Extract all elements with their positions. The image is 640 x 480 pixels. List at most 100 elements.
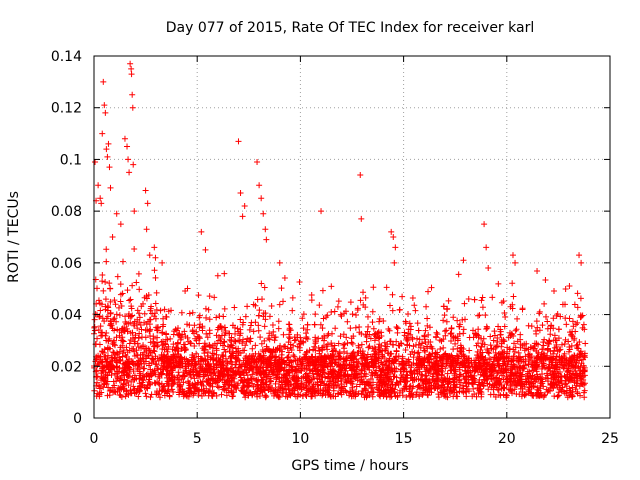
data-point — [456, 323, 463, 330]
data-point — [306, 347, 313, 354]
data-point — [135, 270, 142, 277]
data-point — [478, 335, 485, 342]
data-point — [224, 385, 231, 392]
data-point — [426, 324, 433, 331]
data-point — [403, 393, 410, 400]
data-point — [285, 349, 292, 356]
data-point — [330, 347, 337, 354]
y-tick-label: 0.14 — [51, 49, 82, 65]
data-point — [311, 388, 318, 395]
data-point — [235, 380, 242, 387]
data-point — [442, 332, 449, 339]
data-point — [159, 323, 166, 330]
data-point — [177, 336, 184, 343]
data-point — [237, 374, 244, 381]
data-point — [125, 156, 132, 163]
data-point — [151, 267, 158, 274]
data-point — [154, 365, 161, 372]
data-point — [220, 313, 227, 320]
data-point — [435, 391, 442, 398]
data-point — [572, 386, 579, 393]
data-point — [261, 337, 268, 344]
data-point — [186, 310, 193, 317]
data-point — [344, 371, 351, 378]
data-point — [177, 354, 184, 361]
data-point — [489, 294, 496, 301]
data-point — [211, 294, 218, 301]
data-point — [129, 329, 136, 336]
data-point — [150, 356, 157, 363]
data-point — [561, 372, 568, 379]
data-point — [562, 315, 569, 322]
data-point — [428, 343, 435, 350]
data-point — [362, 357, 369, 364]
data-point — [416, 336, 423, 343]
data-point — [274, 371, 281, 378]
data-point — [170, 354, 177, 361]
data-point — [548, 322, 555, 329]
data-point — [518, 393, 525, 400]
data-point — [377, 347, 384, 354]
data-point — [581, 354, 588, 361]
data-point — [560, 364, 567, 371]
data-point — [510, 353, 517, 360]
data-point — [516, 375, 523, 382]
data-point — [298, 375, 305, 382]
data-point — [547, 325, 554, 332]
data-point — [465, 296, 472, 303]
data-point — [454, 359, 461, 366]
data-point — [237, 326, 244, 333]
data-point — [234, 356, 241, 363]
data-point — [323, 314, 330, 321]
data-point — [129, 104, 136, 111]
data-point — [402, 361, 409, 368]
data-point — [132, 332, 139, 339]
data-point — [93, 285, 100, 292]
data-point — [435, 394, 442, 401]
data-point — [141, 365, 148, 372]
data-point — [229, 361, 236, 368]
data-point — [203, 314, 210, 321]
data-point — [487, 342, 494, 349]
data-point — [247, 335, 254, 342]
data-point — [304, 358, 311, 365]
data-point — [140, 356, 147, 363]
data-point — [407, 326, 414, 333]
data-point — [452, 368, 459, 375]
data-point — [296, 356, 303, 363]
data-point — [534, 267, 541, 274]
data-point — [101, 102, 108, 109]
data-point — [539, 363, 546, 370]
data-point — [440, 303, 447, 310]
data-point — [416, 368, 423, 375]
data-point — [229, 368, 236, 375]
data-point — [352, 368, 359, 375]
data-point — [342, 376, 349, 383]
data-point — [503, 366, 510, 373]
data-point — [396, 360, 403, 367]
data-point — [437, 346, 444, 353]
data-point — [215, 377, 222, 384]
data-point — [285, 353, 292, 360]
data-point — [551, 332, 558, 339]
data-point — [154, 324, 161, 331]
data-point — [143, 355, 150, 362]
data-point — [369, 372, 376, 379]
data-point — [167, 335, 174, 342]
data-point — [120, 338, 127, 345]
data-point — [483, 359, 490, 366]
data-point — [210, 350, 217, 357]
data-point — [341, 365, 348, 372]
data-point — [364, 351, 371, 358]
data-point — [493, 342, 500, 349]
data-point — [578, 374, 585, 381]
data-point — [419, 361, 426, 368]
data-point — [556, 358, 563, 365]
y-axis-label: ROTI / TECUs — [6, 191, 22, 283]
data-point — [303, 375, 310, 382]
data-point — [503, 354, 510, 361]
data-point — [279, 348, 286, 355]
data-point — [328, 340, 335, 347]
data-point — [378, 329, 385, 336]
data-point — [415, 349, 422, 356]
